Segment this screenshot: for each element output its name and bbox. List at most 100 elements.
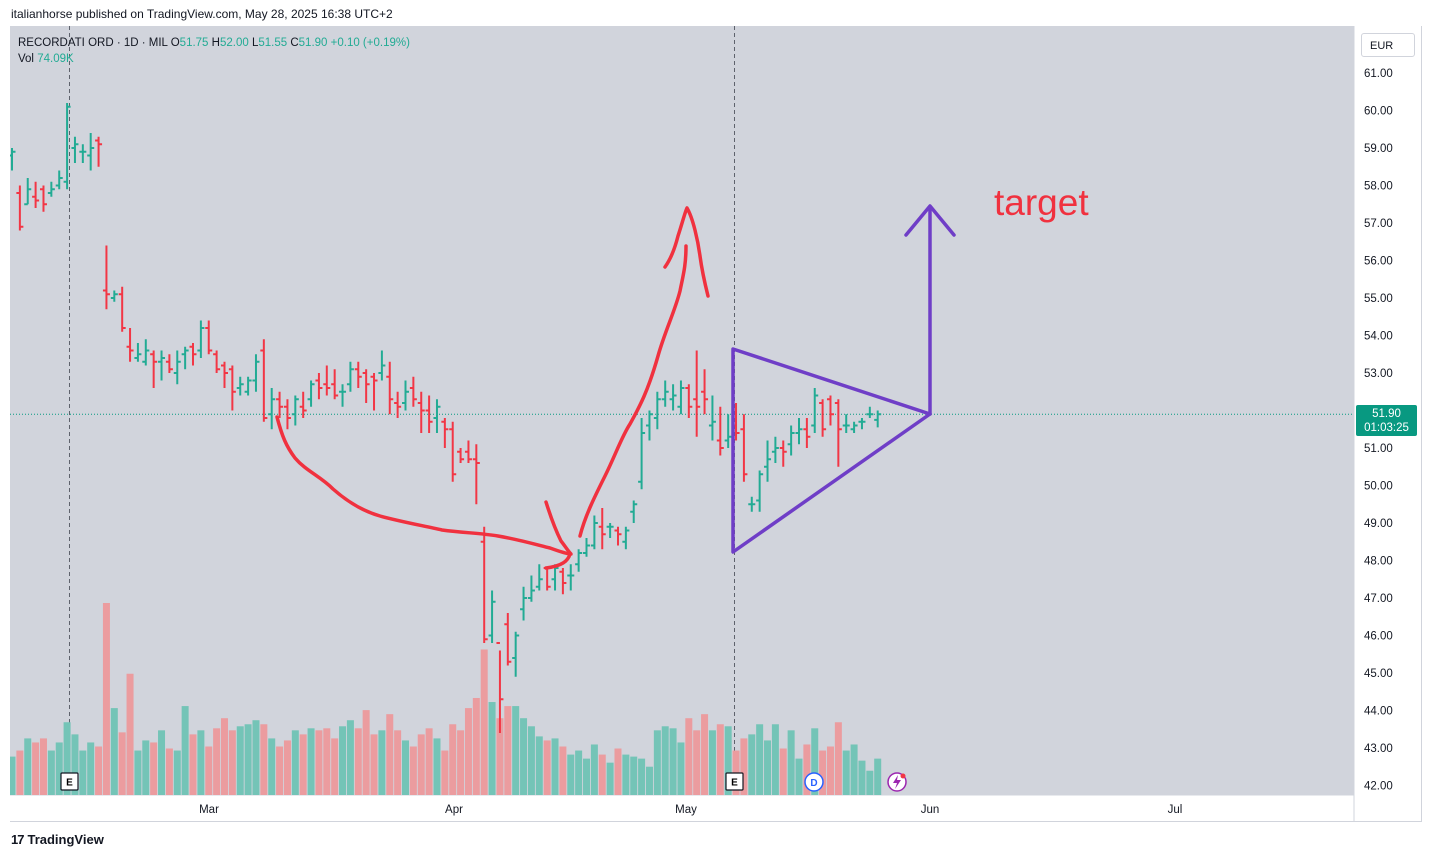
ohlc-bar <box>315 373 323 400</box>
x-tick-label: Apr <box>445 804 463 816</box>
x-tick-label: Jun <box>921 804 940 816</box>
volume-bar <box>126 673 134 795</box>
ohlc-bar <box>158 350 166 381</box>
ohlc-bar <box>299 391 307 418</box>
volume-bar <box>433 738 441 795</box>
y-tick-label: 60.00 <box>1364 106 1393 118</box>
volume-bar <box>260 724 268 795</box>
ohlc-bar <box>748 496 756 512</box>
ohlc-bar <box>653 391 661 430</box>
ohlc-bar <box>283 399 291 430</box>
ohlc-bar <box>677 380 685 415</box>
ohlc-bar <box>268 388 276 430</box>
volume-bar <box>826 746 834 795</box>
ohlc-bar <box>331 369 339 400</box>
ohlc-bar <box>39 185 47 212</box>
tradingview-footer[interactable]: 17 TradingView <box>11 832 104 847</box>
ohlc-bar <box>213 350 221 373</box>
volume-bar <box>63 722 71 795</box>
ohlc-bar <box>464 440 472 463</box>
earnings-event-1-box[interactable] <box>60 772 79 791</box>
ohlc-bar <box>590 515 598 550</box>
volume-bar <box>575 750 583 795</box>
ohlc-bar <box>551 564 559 591</box>
volume-bar <box>252 720 260 795</box>
volume-label: Vol <box>18 53 34 65</box>
ohlc-bar <box>771 436 779 463</box>
volume-bar <box>488 702 496 795</box>
volume-bar <box>425 728 433 795</box>
high-label: H <box>211 37 220 49</box>
volume-bar <box>378 730 386 795</box>
volume-bar <box>590 744 598 795</box>
volume-bar <box>645 766 653 795</box>
volume-bar <box>150 742 158 795</box>
symbol-name[interactable]: RECORDATI ORD · 1D · MIL <box>18 37 168 49</box>
volume-bar <box>811 728 819 795</box>
volume-value: 74.09K <box>37 53 74 65</box>
volume-bar <box>394 730 402 795</box>
volume-bar <box>409 746 417 795</box>
ohlc-bar <box>472 444 480 505</box>
volume-bar <box>567 754 575 795</box>
volume-bar <box>236 726 244 795</box>
open-label: O <box>170 37 180 49</box>
price-chart[interactable]: target 61.00 60.00 59.00 58.00 57.00 56.00 55.… <box>10 26 1422 822</box>
ohlc-bar <box>197 320 205 358</box>
volume-bar <box>858 760 866 795</box>
ohlc-bar <box>110 290 118 302</box>
dividend-event-circle[interactable] <box>804 772 824 792</box>
ohlc-bar <box>362 369 370 403</box>
ohlc-bar <box>47 181 55 197</box>
x-tick-label: Mar <box>199 804 219 816</box>
y-tick-label: 49.00 <box>1364 518 1393 530</box>
ohlc-bar <box>669 384 677 411</box>
ohlc-bar <box>402 380 409 411</box>
ohlc-bar <box>795 418 803 445</box>
ohlc-bar <box>598 508 606 550</box>
volume-bar <box>181 706 189 795</box>
ohlc-bar <box>834 399 842 467</box>
volume-bar <box>756 724 764 795</box>
ohlc-bar <box>205 320 213 355</box>
ohlc-bar <box>228 365 236 411</box>
symmetrical-triangle[interactable] <box>731 347 932 554</box>
ohlc-bar <box>661 380 669 407</box>
y-tick-label: 46.00 <box>1364 631 1393 643</box>
volume-bar <box>346 720 354 795</box>
volume-bar <box>441 750 449 795</box>
volume-bar <box>622 754 630 795</box>
x-axis-area <box>10 795 1354 821</box>
volume-bar <box>323 728 331 795</box>
low-label: L <box>251 37 259 49</box>
ohlc-bar <box>693 350 701 437</box>
volume-bar <box>535 736 543 795</box>
currency-button[interactable]: EUR <box>1361 33 1415 57</box>
ohlc-bar <box>779 440 787 467</box>
volume-bar <box>638 758 646 795</box>
volume-bar <box>685 718 693 795</box>
ohlc-bar <box>567 564 575 591</box>
ohlc-bar <box>583 538 591 557</box>
ohlc-bar <box>858 418 866 430</box>
ohlc-bar <box>575 549 583 572</box>
ohlc-bar <box>181 346 189 370</box>
volume-bar <box>354 728 362 795</box>
volume-bar <box>559 746 567 795</box>
volume-bar <box>866 770 874 795</box>
volume-bar <box>362 710 370 795</box>
ohlc-bar <box>220 361 228 388</box>
red-freehand-peak <box>663 206 710 298</box>
ohlc-bar <box>449 421 457 482</box>
ohlc-bar <box>10 148 16 171</box>
y-tick-label: 43.00 <box>1364 743 1393 755</box>
ohlc-bar <box>614 526 622 546</box>
volume-bar <box>197 730 205 795</box>
ohlc-bar <box>457 448 465 463</box>
earnings-event-1: E <box>66 778 73 789</box>
volume-bar <box>842 750 850 795</box>
earnings-event-2-box[interactable] <box>725 772 744 791</box>
volume-bar <box>764 740 772 795</box>
volume-bar <box>504 706 512 795</box>
y-tick-label: 57.00 <box>1364 218 1393 230</box>
